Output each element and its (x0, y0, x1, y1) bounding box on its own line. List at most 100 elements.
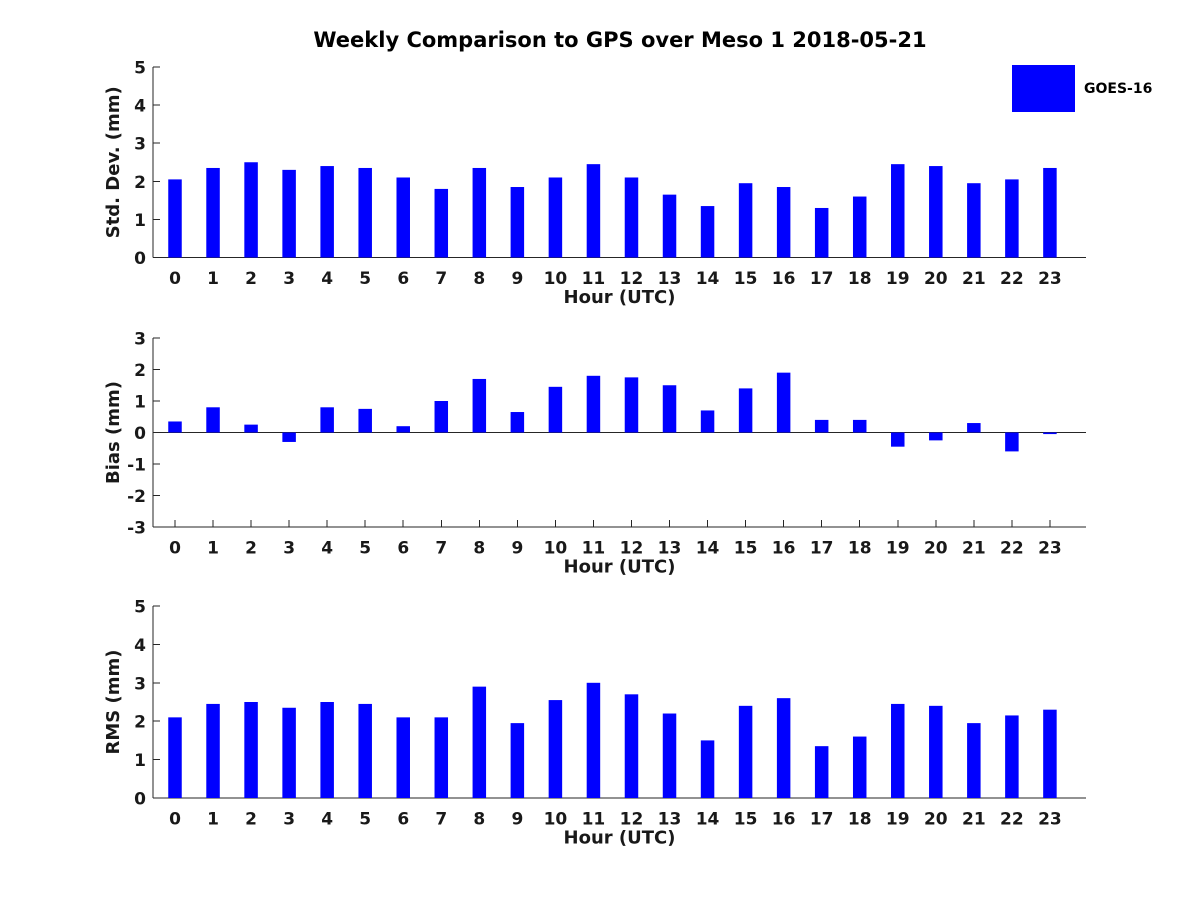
x-tick-label: 0 (169, 539, 181, 559)
x-tick-label: 23 (1038, 810, 1062, 830)
bar-hour-19 (891, 703, 905, 798)
y-axis-label: Std. Dev. (mm) (103, 86, 124, 238)
bar-hour-0 (168, 717, 182, 798)
bar-hour-6 (396, 717, 410, 798)
x-tick-label: 19 (886, 269, 910, 289)
x-tick-label: 12 (620, 810, 644, 830)
bar-hour-18 (852, 419, 867, 433)
x-tick-label: 9 (511, 539, 523, 559)
x-tick-label: 17 (810, 539, 834, 559)
y-tick-label: 5 (134, 598, 146, 618)
bar-hour-1 (206, 703, 220, 798)
bar-hour-4 (320, 407, 334, 433)
y-axis-label: RMS (mm) (103, 650, 124, 755)
x-tick-label: 17 (810, 269, 834, 289)
bar-hour-13 (662, 713, 677, 798)
y-tick-label: 2 (134, 713, 146, 733)
x-tick-label: 21 (962, 269, 986, 289)
x-tick-label: 18 (848, 269, 872, 289)
bar-hour-14 (700, 206, 715, 258)
x-tick-label: 3 (283, 810, 295, 830)
bar-hour-6 (396, 426, 410, 433)
bar-hour-6 (396, 177, 410, 258)
bar-hour-14 (700, 410, 715, 433)
bar-hour-17 (814, 419, 829, 433)
x-tick-label: 23 (1038, 539, 1062, 559)
x-tick-label: 6 (397, 539, 409, 559)
y-tick-label: 1 (134, 751, 146, 771)
x-axis-label: Hour (UTC) (564, 828, 676, 849)
bar-hour-19 (891, 432, 905, 447)
bar-hour-21 (967, 723, 981, 798)
x-tick-label: 15 (734, 539, 758, 559)
bar-hour-17 (814, 746, 829, 798)
x-tick-label: 7 (435, 539, 447, 559)
bar-hour-15 (738, 183, 753, 258)
bar-hour-12 (624, 377, 639, 433)
bar-hour-16 (776, 698, 791, 798)
bar-hour-5 (358, 408, 372, 433)
legend-label: GOES-16 (1084, 80, 1153, 97)
y-tick-label: 3 (134, 330, 146, 350)
bar-hour-20 (929, 166, 943, 258)
x-tick-label: 4 (321, 269, 333, 289)
bar-hour-21 (967, 423, 981, 433)
bar-hour-13 (662, 194, 677, 258)
bar-hour-8 (472, 378, 487, 433)
x-tick-label: 13 (658, 539, 682, 559)
bar-hour-1 (206, 167, 220, 258)
x-tick-label: 18 (848, 539, 872, 559)
x-tick-label: 16 (772, 539, 796, 559)
x-tick-label: 22 (1000, 810, 1024, 830)
bar-hour-13 (662, 385, 677, 433)
bar-hour-2 (244, 162, 258, 258)
x-tick-label: 10 (544, 810, 568, 830)
y-tick-label: 4 (134, 636, 146, 656)
bar-hour-19 (891, 164, 905, 258)
x-tick-label: 19 (886, 810, 910, 830)
x-tick-label: 2 (245, 810, 257, 830)
x-tick-label: 22 (1000, 539, 1024, 559)
x-tick-label: 10 (544, 269, 568, 289)
x-tick-label: 10 (544, 539, 568, 559)
bar-hour-0 (168, 179, 182, 258)
x-tick-label: 11 (582, 539, 606, 559)
x-tick-label: 6 (397, 269, 409, 289)
bar-hour-8 (472, 686, 487, 798)
bar-hour-20 (929, 432, 943, 441)
x-tick-label: 14 (696, 810, 720, 830)
y-tick-label: 5 (134, 59, 146, 79)
x-tick-label: 1 (207, 810, 219, 830)
bar-hour-12 (624, 694, 639, 798)
bar-hour-9 (510, 187, 525, 258)
x-tick-label: 8 (473, 539, 485, 559)
x-tick-label: 11 (582, 269, 606, 289)
x-tick-label: 20 (924, 269, 948, 289)
legend-swatch-goes16 (1012, 65, 1075, 112)
x-tick-label: 17 (810, 810, 834, 830)
bar-hour-11 (586, 682, 601, 798)
bar-hour-7 (434, 188, 449, 258)
x-tick-label: 8 (473, 269, 485, 289)
bar-hour-14 (700, 740, 715, 798)
y-tick-label: 3 (134, 135, 146, 155)
bar-hour-11 (586, 164, 601, 258)
bar-hour-21 (967, 183, 981, 258)
y-tick-label: 0 (134, 424, 146, 444)
bar-hour-23 (1043, 432, 1057, 435)
x-tick-label: 23 (1038, 269, 1062, 289)
bar-hour-3 (282, 432, 296, 442)
x-tick-label: 21 (962, 810, 986, 830)
x-tick-label: 11 (582, 810, 606, 830)
x-tick-label: 13 (658, 269, 682, 289)
x-tick-label: 20 (924, 810, 948, 830)
bar-hour-16 (776, 187, 791, 258)
x-tick-label: 15 (734, 269, 758, 289)
bar-hour-23 (1043, 167, 1057, 258)
x-tick-label: 12 (620, 269, 644, 289)
bar-hour-22 (1005, 179, 1019, 258)
x-tick-label: 2 (245, 539, 257, 559)
